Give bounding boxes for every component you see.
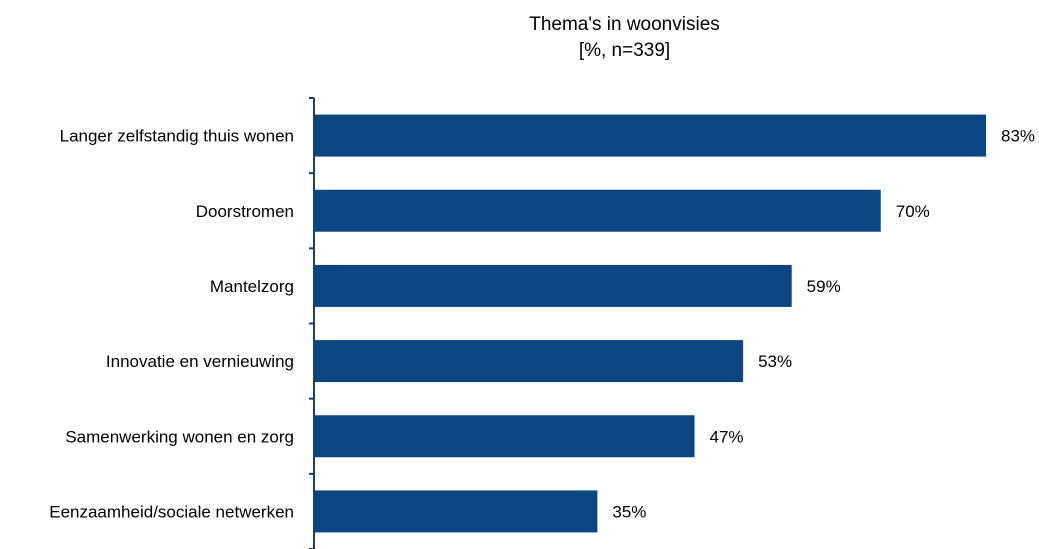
bar bbox=[314, 340, 744, 383]
category-label: Langer zelfstandig thuis wonen bbox=[60, 127, 294, 146]
data-label: 53% bbox=[758, 352, 792, 371]
category-label: Mantelzorg bbox=[210, 277, 294, 296]
bar bbox=[314, 114, 986, 157]
category-label: Doorstromen bbox=[196, 202, 294, 221]
data-label: 70% bbox=[896, 202, 930, 221]
bar bbox=[314, 415, 695, 458]
bar bbox=[314, 189, 881, 232]
chart-subtitle: [%, n=339] bbox=[578, 40, 671, 61]
category-label: Samenwerking wonen en zorg bbox=[65, 427, 294, 446]
bar bbox=[314, 490, 598, 533]
data-label: 35% bbox=[612, 502, 646, 521]
data-label: 59% bbox=[807, 277, 841, 296]
category-label: Eenzaamheid/sociale netwerken bbox=[49, 502, 294, 521]
chart-title: Thema's in woonvisies bbox=[529, 14, 720, 35]
category-label: Innovatie en vernieuwing bbox=[106, 352, 294, 371]
data-label: 47% bbox=[710, 427, 744, 446]
data-label: 83% bbox=[1001, 127, 1035, 146]
bar bbox=[314, 264, 792, 307]
